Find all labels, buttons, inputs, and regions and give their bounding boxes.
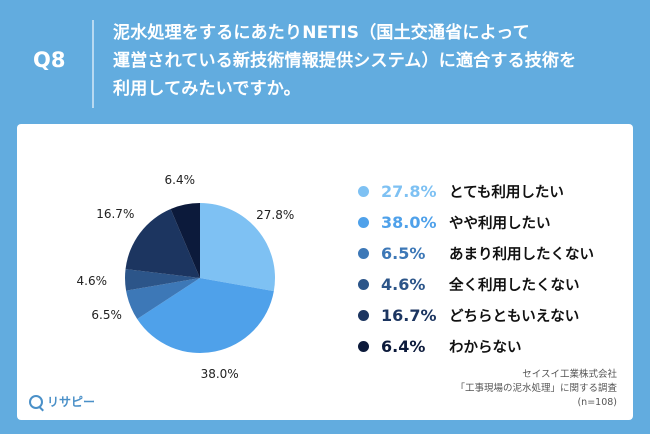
pie-slice-3 (126, 278, 200, 319)
legend-swatch (358, 340, 369, 352)
legend-item-6: 6.4% わからない (358, 335, 522, 357)
header-divider (92, 20, 94, 108)
legend-swatch (358, 278, 369, 290)
legend-value: 4.6% (381, 274, 426, 294)
question-line-1: 泥水処理をするにあたりNETIS（国土交通省によって (113, 23, 530, 43)
logo-text: リサピー (47, 395, 96, 409)
source-note: セイスイ工業株式会社 「工事現場の泥水処理」に関する調査 (n=108) (455, 368, 617, 410)
question-header: Q8 泥水処理をするにあたりNETIS（国土交通省によって 運営されている新技術… (0, 0, 650, 120)
magnifier-icon (29, 394, 43, 409)
pie-chart (125, 203, 275, 353)
legend-item-2: 38.0% やや利用したい (358, 211, 551, 233)
pie-slice-2 (137, 278, 274, 353)
legend-label: やや利用したい (449, 215, 551, 232)
question-text: 泥水処理をするにあたりNETIS（国土交通省によって 運営されている新技術情報提… (113, 19, 643, 103)
legend-value: 6.5% (381, 243, 426, 263)
legend-label: あまり利用したくない (449, 246, 594, 263)
question-line-3: 利用してみたいですか。 (113, 79, 301, 99)
legend-swatch (358, 216, 369, 228)
pie-slice-1 (200, 203, 275, 292)
pie-label-4: 4.6% (76, 273, 108, 288)
legend-value: 6.4% (381, 336, 426, 356)
pie-slice-6 (170, 203, 200, 278)
legend-item-5: 16.7% どちらともいえない (358, 304, 579, 326)
legend-item-1: 27.8% とても利用したい (358, 180, 564, 202)
legend-item-3: 6.5% あまり利用したくない (358, 242, 594, 264)
legend-value: 27.8% (381, 181, 437, 201)
pie-label-1: 27.8% (256, 208, 295, 223)
legend-label: わからない (449, 339, 522, 356)
legend-swatch (358, 309, 369, 321)
source-company: セイスイ工業株式会社 (522, 369, 617, 380)
source-sample-size: (n=108) (577, 397, 617, 408)
legend-item-4: 4.6% 全く利用したくない (358, 273, 580, 295)
pie-slice-5 (125, 208, 200, 278)
legend-swatch (358, 185, 369, 197)
pie-label-6: 6.4% (164, 173, 196, 187)
legend-label: どちらともいえない (449, 308, 580, 325)
legend-swatch (358, 247, 369, 259)
legend-label: とても利用したい (449, 184, 564, 201)
pie-slice-4 (125, 269, 200, 291)
pie-label-2: 38.0% (200, 367, 239, 382)
question-number: Q8 (33, 48, 66, 72)
pie-label-5: 16.7% (96, 207, 135, 222)
risapi-logo: リサピー (29, 393, 95, 410)
legend-label: 全く利用したくない (449, 277, 580, 294)
question-line-2: 運営されている新技術情報提供システム）に適合する技術を (113, 51, 577, 71)
chart-card: 27.8% 38.0% 6.5% 4.6% 16.7% 6.4% 27.8% とても利用した… (17, 124, 633, 420)
legend-value: 38.0% (381, 212, 437, 232)
pie-label-3: 6.5% (91, 307, 122, 322)
source-survey: 「工事現場の泥水処理」に関する調査 (455, 383, 617, 394)
legend-value: 16.7% (381, 305, 437, 325)
